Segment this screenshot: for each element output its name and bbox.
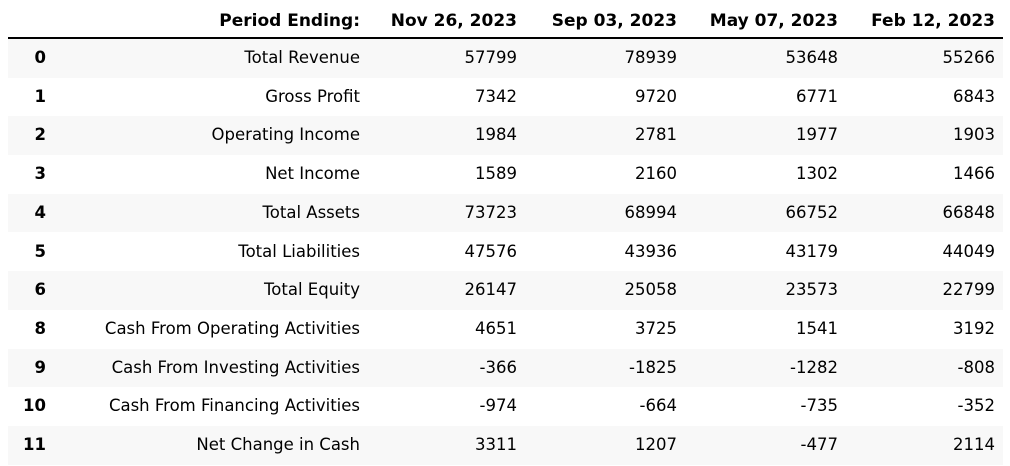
- row-index: 6: [34, 280, 46, 300]
- row-value: 7342: [475, 86, 517, 106]
- table-row: 10 Cash From Financing Activities -974 -…: [8, 387, 1003, 426]
- row-value: 44049: [942, 241, 996, 261]
- row-value: 3725: [635, 318, 677, 338]
- table-row: 8 Cash From Operating Activities 4651 37…: [8, 310, 1003, 349]
- row-value: 68994: [624, 202, 678, 222]
- row-value: 1541: [796, 318, 838, 338]
- row-value: 55266: [942, 48, 996, 68]
- column-header-may-07-2023: May 07, 2023: [709, 10, 838, 31]
- row-label: Cash From Operating Activities: [104, 318, 360, 338]
- row-value: 6843: [953, 86, 995, 106]
- row-value: 3192: [953, 318, 995, 338]
- row-label: Total Assets: [262, 202, 360, 222]
- table-header-row: Period Ending: Nov 26, 2023 Sep 03, 2023…: [8, 5, 1003, 39]
- row-value: 1302: [796, 164, 838, 184]
- row-value: 1207: [635, 434, 677, 454]
- row-value: 2160: [635, 164, 677, 184]
- row-index: 10: [23, 396, 46, 416]
- row-value: 22799: [942, 280, 996, 300]
- row-value: 53648: [785, 48, 839, 68]
- row-index: 3: [34, 164, 46, 184]
- row-index: 2: [34, 125, 46, 145]
- row-index: 4: [34, 202, 46, 222]
- row-value: 9720: [635, 86, 677, 106]
- row-value: 43936: [624, 241, 678, 261]
- row-value: 57799: [464, 48, 518, 68]
- row-value: 47576: [464, 241, 518, 261]
- table-rows: 0 Total Revenue 57799 78939 53648 55266 …: [8, 39, 1003, 465]
- row-value: 73723: [464, 202, 518, 222]
- row-value: -352: [957, 396, 995, 416]
- table-row: 4 Total Assets 73723 68994 66752 66848: [8, 193, 1003, 233]
- row-label: Net Income: [265, 164, 360, 184]
- row-value: 6771: [796, 86, 838, 106]
- row-index: 8: [34, 318, 46, 338]
- row-value: 1903: [953, 125, 995, 145]
- row-value: 43179: [785, 241, 839, 261]
- row-value: 2114: [953, 434, 995, 454]
- financial-statements-table: Period Ending: Nov 26, 2023 Sep 03, 2023…: [8, 5, 1003, 465]
- row-label: Cash From Financing Activities: [108, 396, 360, 416]
- row-index: 0: [34, 48, 46, 68]
- row-value: 66752: [785, 202, 839, 222]
- row-value: 1977: [796, 125, 838, 145]
- table-row: 11 Net Change in Cash 3311 1207 -477 211…: [8, 425, 1003, 465]
- row-label: Net Change in Cash: [196, 434, 360, 454]
- column-header-sep-03-2023: Sep 03, 2023: [551, 10, 677, 31]
- row-value: 26147: [464, 280, 518, 300]
- row-label: Total Revenue: [244, 48, 360, 68]
- table-row: 6 Total Equity 26147 25058 23573 22799: [8, 271, 1003, 310]
- row-label: Gross Profit: [265, 86, 360, 106]
- period-ending-label: Period Ending:: [219, 10, 360, 31]
- row-value: -366: [479, 357, 517, 377]
- row-value: 4651: [475, 318, 517, 338]
- row-value: 1466: [953, 164, 995, 184]
- table-row: 1 Gross Profit 7342 9720 6771 6843: [8, 78, 1003, 117]
- row-value: -1825: [629, 357, 677, 377]
- row-value: -974: [479, 396, 517, 416]
- row-index: 11: [23, 434, 46, 454]
- row-value: -477: [800, 434, 838, 454]
- column-header-nov-26-2023: Nov 26, 2023: [390, 10, 517, 31]
- row-index: 9: [34, 357, 46, 377]
- row-value: -664: [639, 396, 677, 416]
- row-label: Total Liabilities: [238, 241, 360, 261]
- row-label: Total Equity: [264, 280, 360, 300]
- row-label: Operating Income: [211, 125, 360, 145]
- table-row: 9 Cash From Investing Activities -366 -1…: [8, 348, 1003, 388]
- row-value: 2781: [635, 125, 677, 145]
- row-value: -735: [800, 396, 838, 416]
- row-label: Cash From Investing Activities: [111, 357, 360, 377]
- row-value: -808: [957, 357, 995, 377]
- table-row: 0 Total Revenue 57799 78939 53648 55266: [8, 39, 1003, 78]
- row-value: 78939: [624, 48, 678, 68]
- row-value: 3311: [475, 434, 517, 454]
- table-row: 2 Operating Income 1984 2781 1977 1903: [8, 116, 1003, 156]
- row-value: 23573: [785, 280, 839, 300]
- row-value: 1984: [475, 125, 517, 145]
- column-header-feb-12-2023: Feb 12, 2023: [871, 10, 995, 31]
- table-row: 5 Total Liabilities 47576 43936 43179 44…: [8, 232, 1003, 271]
- table-row: 3 Net Income 1589 2160 1302 1466: [8, 155, 1003, 194]
- row-value: 66848: [942, 202, 996, 222]
- row-index: 5: [34, 241, 46, 261]
- row-value: 1589: [475, 164, 517, 184]
- row-value: 25058: [624, 280, 678, 300]
- row-index: 1: [34, 86, 46, 106]
- row-value: -1282: [790, 357, 838, 377]
